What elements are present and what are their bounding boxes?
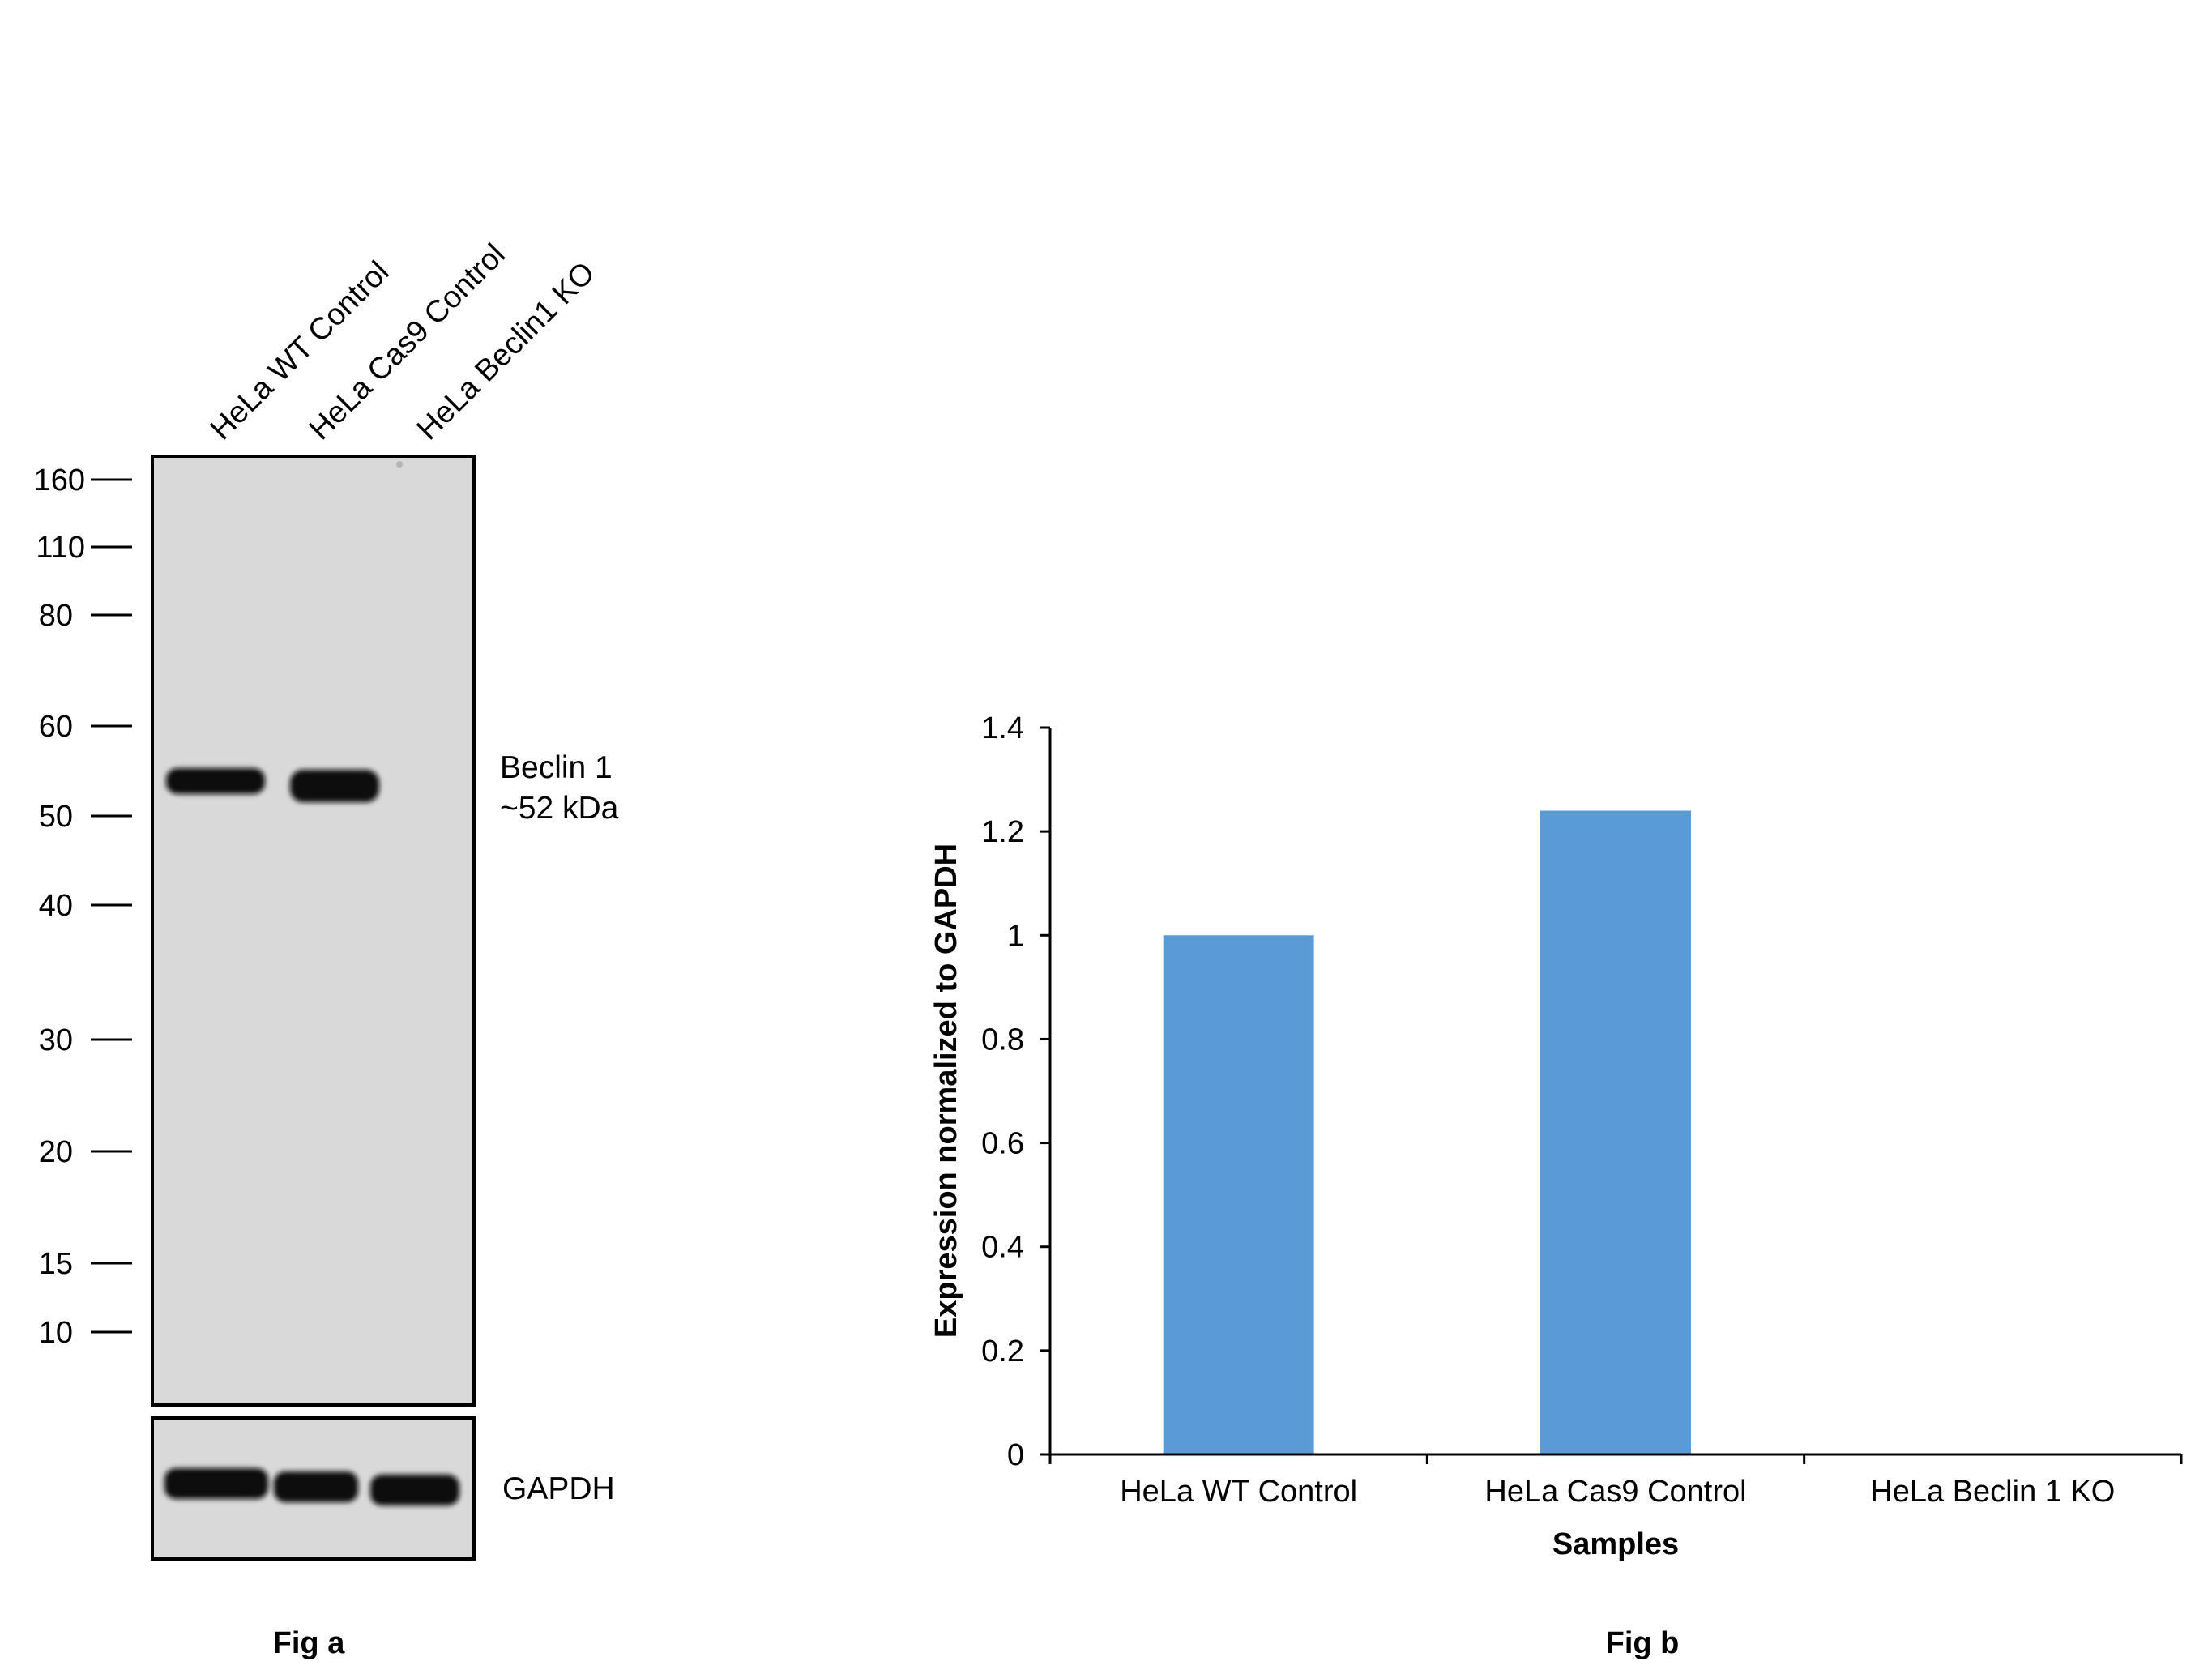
y-tick-label: 0.4 <box>981 1231 1024 1265</box>
gapdh-band-lane3 <box>370 1475 459 1505</box>
gapdh-band-lane2 <box>274 1471 358 1502</box>
bar-1 <box>1163 935 1314 1454</box>
fig-b-caption: Fig b <box>1606 1626 1680 1660</box>
y-axis-title: Expression normalized to GAPDH <box>929 843 963 1338</box>
x-axis-title: Samples <box>1552 1527 1679 1561</box>
beclin1-bands <box>166 768 379 802</box>
y-tick-label: 1.4 <box>981 711 1024 745</box>
y-tick-label: 0.2 <box>981 1335 1024 1369</box>
mw-label-20: 20 <box>39 1135 73 1169</box>
mw-label-40: 40 <box>39 889 73 923</box>
beclin1-membrane <box>151 455 476 1407</box>
mw-label-160: 160 <box>34 463 85 498</box>
beclin1-band-lane1 <box>166 768 265 794</box>
fig-a-caption: Fig a <box>273 1626 346 1660</box>
y-tick-label: 1.2 <box>981 815 1024 849</box>
mw-label-110: 110 <box>36 531 85 565</box>
bar-2 <box>1540 810 1691 1454</box>
y-tick-label: 0 <box>1007 1438 1024 1472</box>
mw-label-50: 50 <box>39 800 73 834</box>
mw-label-15: 15 <box>39 1247 73 1281</box>
lane-labels: HeLa WT Control HeLa Cas9 Control HeLa B… <box>204 237 602 446</box>
mw-label-60: 60 <box>39 710 73 744</box>
target-label-size: ~52 kDa <box>500 791 619 826</box>
y-tick-label: 0.6 <box>981 1127 1024 1161</box>
y-tick-label: 1 <box>1007 919 1024 953</box>
bar-chart: 00.20.40.60.811.21.4 HeLa WT Control HeLa… <box>929 711 2183 1561</box>
gapdh-bands <box>164 1468 459 1505</box>
bars-group <box>1163 810 1691 1454</box>
y-tick-label: 0.8 <box>981 1023 1024 1057</box>
gapdh-band-lane1 <box>164 1468 268 1499</box>
western-blot-panel: HeLa WT Control HeLa Cas9 Control HeLa B… <box>34 237 619 1660</box>
membrane-speck <box>396 461 403 468</box>
beclin1-band-lane2 <box>290 770 379 802</box>
mw-label-10: 10 <box>39 1316 73 1350</box>
lane-label-1: HeLa WT Control <box>204 255 396 447</box>
x-ticks-group: HeLa WT Control HeLa Cas9 Control HeLa Bec… <box>1048 1454 2183 1509</box>
target-label-name: Beclin 1 <box>500 750 613 785</box>
x-category-label: HeLa WT Control <box>1120 1475 1357 1509</box>
x-category-label: HeLa Cas9 Control <box>1484 1475 1746 1509</box>
lane-label-2: HeLa Cas9 Control <box>303 237 512 446</box>
loading-control-label: GAPDH <box>502 1471 615 1506</box>
mw-label-30: 30 <box>39 1023 73 1057</box>
mw-ladder: 160 110 80 60 50 40 30 20 15 10 <box>34 463 132 1350</box>
y-ticks-group: 0 0.2 0.4 0.6 0.8 1 1.2 1.4 <box>981 711 1050 1472</box>
mw-label-80: 80 <box>39 599 73 633</box>
lane-label-3: HeLa Beclin1 KO <box>411 256 602 447</box>
x-category-label: HeLa Beclin 1 KO <box>1870 1475 2115 1509</box>
